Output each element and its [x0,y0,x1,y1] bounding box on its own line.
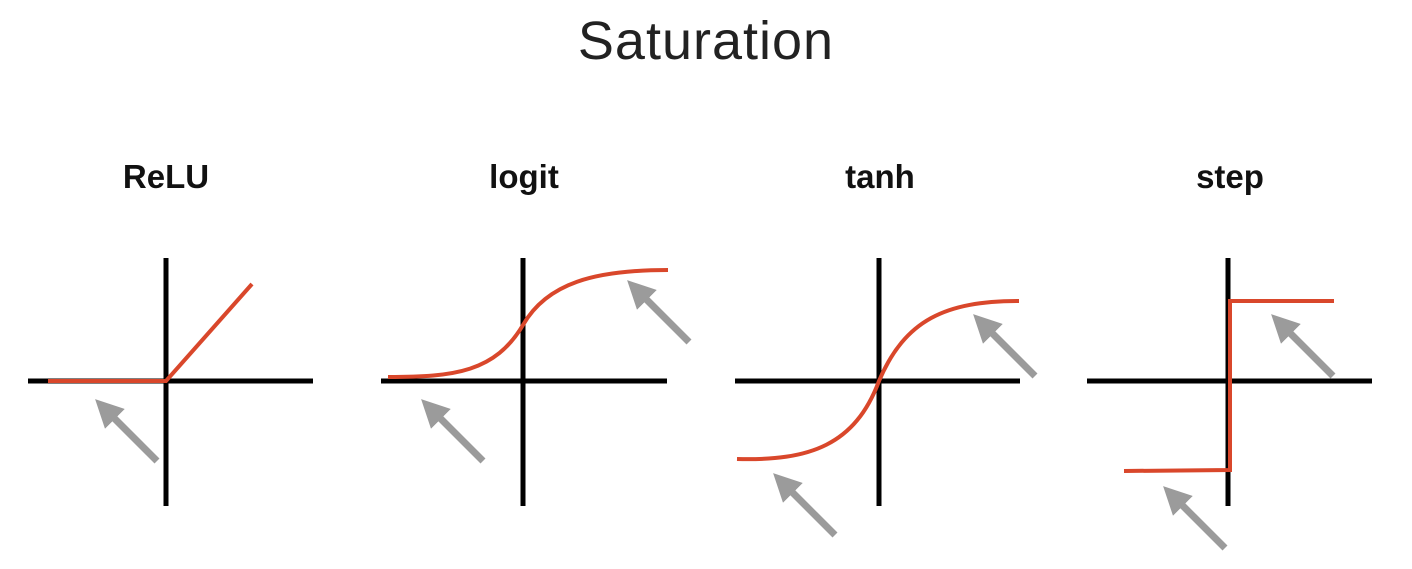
plot-relu [28,258,313,506]
plot-tanh [735,258,1038,538]
saturation-arrow-icon [627,280,692,345]
plot-logit [381,258,692,506]
saturation-arrow-icon [773,473,838,538]
relu-curve [48,282,254,383]
plot-label-tanh: tanh [845,158,915,195]
saturation-arrow-icon [973,314,1038,379]
tanh-curve [736,299,1020,462]
diagram-title: Saturation [577,11,835,71]
plot-label-step: step [1196,158,1264,195]
step-curve [1123,299,1334,473]
plot-label-relu: ReLU [122,158,210,195]
saturation-arrow-icon [1271,314,1336,379]
saturation-arrow-icon [95,399,160,464]
saturation-arrow-icon [421,399,486,464]
plot-label-logit: logit [489,158,559,195]
logit-curve [387,268,669,379]
saturation-arrow-icon [1163,486,1228,551]
plot-step [1087,258,1372,551]
